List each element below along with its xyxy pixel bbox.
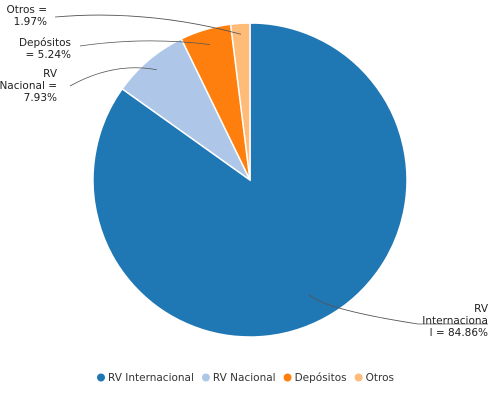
slice-callouts: RV Internaciona l = 84.86%RV Nacional = 7.93… (0, 4, 489, 339)
legend-marker-otros (354, 373, 363, 382)
callout-label-line: RV (474, 303, 489, 315)
callout-label-line: Internaciona (422, 315, 488, 327)
legend-item-rv-internacional[interactable]: RV Internacional (108, 372, 194, 384)
callout-label-line: Nacional = (0, 80, 57, 92)
legend-marker-rv-internacional (97, 373, 105, 382)
callout-label-line: l = 84.86% (430, 327, 488, 339)
legend-marker-rv-nacional (201, 373, 210, 382)
callout-label-rv-nacional: RV Nacional = 7.93% (0, 68, 58, 104)
callout-label-line: RV (43, 68, 58, 80)
callout-line-depositos (79, 40, 210, 47)
callout-line-rv-nacional (69, 67, 157, 87)
pie-slice-otros[interactable] (229, 22, 251, 181)
callout-line-rv-internacional (308, 294, 488, 325)
legend-marker-depositos (283, 373, 292, 382)
callout-label-line: 1.97% (14, 16, 47, 28)
legend-item-otros[interactable]: Otros (366, 372, 394, 384)
callout-line-otros (54, 14, 242, 35)
callout-label-depositos: Depósitos = 5.24% (19, 37, 71, 61)
callout-label-line: 7.93% (24, 92, 57, 104)
legend-item-depositos[interactable]: Depósitos (295, 372, 347, 384)
legend: RV Internacional RV Nacional Depósitos Otro… (97, 372, 394, 384)
callout-label-rv-internacional: RV Internaciona l = 84.86% (422, 303, 489, 339)
callout-label-line: Depósitos (19, 37, 71, 49)
callout-label-otros: Otros = 1.97% (7, 4, 48, 28)
legend-item-rv-nacional[interactable]: RV Nacional (213, 372, 276, 384)
pie-slices (92, 22, 408, 338)
callout-label-line: Otros = (7, 4, 48, 16)
callout-label-line: = 5.24% (26, 49, 72, 61)
